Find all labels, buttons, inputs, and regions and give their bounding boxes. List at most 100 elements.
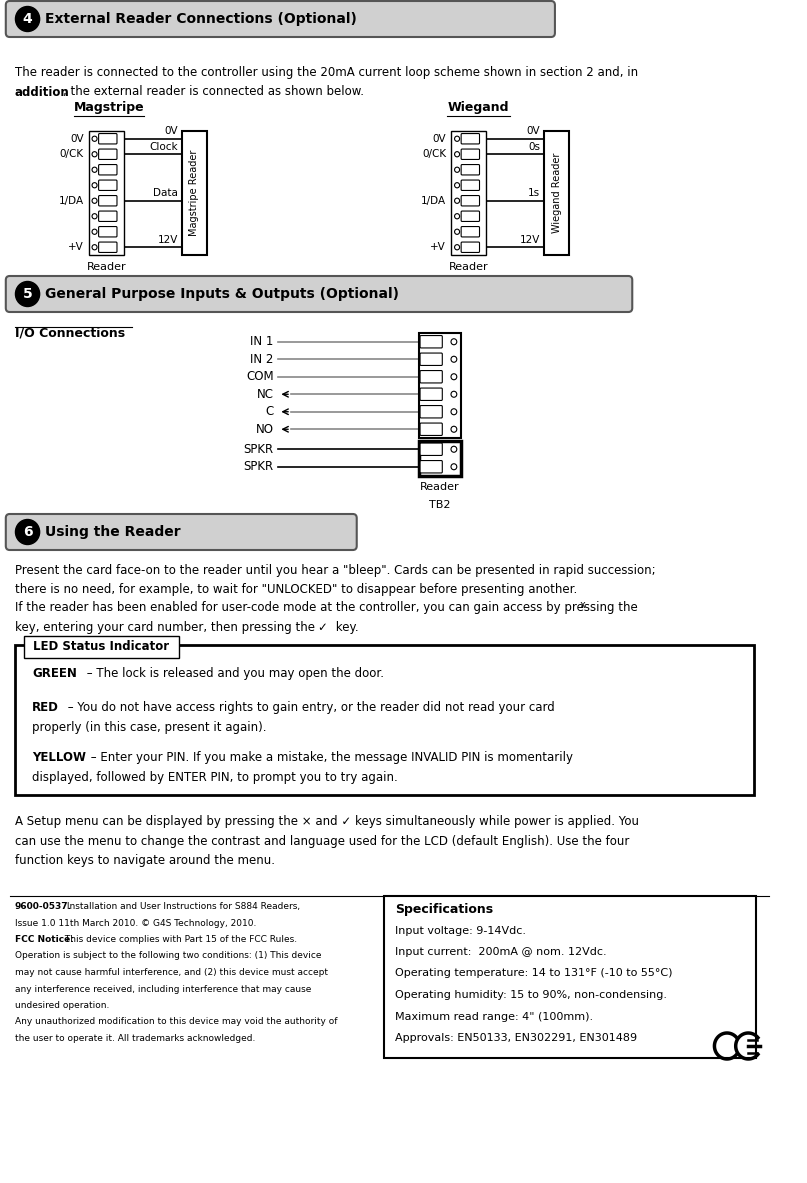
- Text: 0V: 0V: [165, 127, 178, 136]
- Text: 0s: 0s: [529, 142, 541, 151]
- Text: Operation is subject to the following two conditions: (1) This device: Operation is subject to the following tw…: [15, 951, 321, 961]
- Text: 1/DA: 1/DA: [58, 195, 84, 206]
- Text: 4: 4: [23, 12, 32, 26]
- FancyBboxPatch shape: [6, 513, 357, 550]
- Text: Approvals: EN50133, EN302291, EN301489: Approvals: EN50133, EN302291, EN301489: [395, 1033, 638, 1043]
- Bar: [451, 131, 487, 256]
- FancyBboxPatch shape: [98, 227, 117, 237]
- FancyBboxPatch shape: [461, 149, 479, 160]
- Bar: [419, 332, 461, 438]
- FancyBboxPatch shape: [461, 243, 479, 252]
- Text: 0/CK: 0/CK: [60, 149, 84, 160]
- FancyBboxPatch shape: [6, 276, 632, 312]
- Text: YELLOW: YELLOW: [32, 751, 86, 764]
- FancyBboxPatch shape: [461, 134, 479, 144]
- FancyBboxPatch shape: [98, 243, 117, 252]
- Circle shape: [15, 282, 40, 306]
- Text: IN 2: IN 2: [250, 353, 274, 366]
- Text: addition: addition: [15, 85, 69, 98]
- Text: – The lock is released and you may open the door.: – The lock is released and you may open …: [82, 667, 383, 680]
- Text: 6: 6: [23, 525, 32, 539]
- FancyBboxPatch shape: [98, 195, 117, 206]
- FancyBboxPatch shape: [461, 227, 479, 237]
- Bar: [15, 645, 754, 795]
- FancyBboxPatch shape: [461, 211, 479, 221]
- Text: the user to operate it. All trademarks acknowledged.: the user to operate it. All trademarks a…: [15, 1034, 255, 1043]
- Text: External Reader Connections (Optional): External Reader Connections (Optional): [45, 12, 358, 26]
- Text: displayed, followed by ENTER PIN, to prompt you to try again.: displayed, followed by ENTER PIN, to pro…: [32, 770, 398, 783]
- Text: can use the menu to change the contrast and language used for the LCD (default E: can use the menu to change the contrast …: [15, 834, 629, 847]
- Text: – You do not have access rights to gain entry, or the reader did not read your c: – You do not have access rights to gain …: [65, 702, 555, 715]
- FancyBboxPatch shape: [98, 164, 117, 175]
- Text: TB1: TB1: [96, 280, 117, 290]
- Text: SPKR: SPKR: [244, 460, 274, 473]
- Bar: [182, 131, 207, 256]
- FancyBboxPatch shape: [420, 444, 442, 455]
- Text: 0V: 0V: [527, 127, 541, 136]
- Text: Reader: Reader: [420, 481, 460, 491]
- Text: Input voltage: 9-14Vdc.: Input voltage: 9-14Vdc.: [395, 925, 526, 936]
- FancyBboxPatch shape: [461, 164, 479, 175]
- FancyBboxPatch shape: [420, 388, 442, 401]
- Text: Data: Data: [153, 188, 178, 199]
- Text: GREEN: GREEN: [32, 667, 77, 680]
- Text: FCC Notice:: FCC Notice:: [15, 935, 73, 944]
- Text: Issue 1.0 11th March 2010. © G4S Technology, 2010.: Issue 1.0 11th March 2010. © G4S Technol…: [15, 918, 256, 927]
- Text: Maximum read range: 4" (100mm).: Maximum read range: 4" (100mm).: [395, 1011, 593, 1021]
- FancyBboxPatch shape: [461, 195, 479, 206]
- Text: Wiegand: Wiegand: [448, 101, 509, 114]
- Text: Wiegand Reader: Wiegand Reader: [552, 153, 562, 233]
- Text: RED: RED: [32, 702, 59, 715]
- Bar: [419, 440, 461, 476]
- Text: 0V: 0V: [70, 134, 84, 144]
- Text: Reader: Reader: [86, 261, 126, 272]
- FancyBboxPatch shape: [420, 353, 442, 366]
- Text: TB1: TB1: [458, 280, 479, 290]
- Text: Operating temperature: 14 to 131°F (-10 to 55°C): Operating temperature: 14 to 131°F (-10 …: [395, 969, 673, 978]
- Text: – Enter your PIN. If you make a mistake, the message INVALID PIN is momentarily: – Enter your PIN. If you make a mistake,…: [87, 751, 574, 764]
- Text: 1/DA: 1/DA: [421, 195, 446, 206]
- Text: there is no need, for example, to wait for "UNLOCKED" to disappear before presen: there is no need, for example, to wait f…: [15, 583, 577, 596]
- Text: +V: +V: [68, 243, 84, 252]
- Text: may not cause harmful interference, and (2) this device must accept: may not cause harmful interference, and …: [15, 968, 328, 977]
- Text: +V: +V: [430, 243, 446, 252]
- Text: TB2: TB2: [429, 499, 450, 510]
- Text: The reader is connected to the controller using the 20mA current loop scheme sho: The reader is connected to the controlle…: [15, 66, 638, 79]
- FancyBboxPatch shape: [98, 134, 117, 144]
- Text: 12V: 12V: [157, 234, 178, 245]
- FancyBboxPatch shape: [420, 406, 442, 418]
- Text: 12V: 12V: [520, 234, 541, 245]
- Text: Using the Reader: Using the Reader: [45, 525, 181, 539]
- Text: This device complies with Part 15 of the FCC Rules.: This device complies with Part 15 of the…: [62, 935, 297, 944]
- Text: COM: COM: [246, 370, 274, 383]
- Text: I/O Connections: I/O Connections: [15, 327, 124, 340]
- Text: NO: NO: [256, 422, 274, 435]
- Text: Use LK4 to select the External Reader type (See Step 3).: Use LK4 to select the External Reader ty…: [51, 274, 389, 287]
- Text: , the external reader is connected as shown below.: , the external reader is connected as sh…: [63, 85, 364, 98]
- Bar: [544, 131, 570, 256]
- Text: Note:: Note:: [15, 274, 51, 287]
- Text: 5: 5: [23, 287, 32, 300]
- Text: Reader: Reader: [449, 261, 489, 272]
- Text: undesired operation.: undesired operation.: [15, 1001, 109, 1010]
- Text: SPKR: SPKR: [244, 442, 274, 455]
- FancyBboxPatch shape: [420, 370, 442, 383]
- Text: General Purpose Inputs & Outputs (Optional): General Purpose Inputs & Outputs (Option…: [45, 287, 399, 300]
- Text: Present the card face-on to the reader until you hear a "bleep". Cards can be pr: Present the card face-on to the reader u…: [15, 564, 655, 577]
- Text: A Setup menu can be displayed by pressing the × and ✓ keys simultaneously while : A Setup menu can be displayed by pressin…: [15, 815, 638, 828]
- Text: IN 1: IN 1: [250, 335, 274, 348]
- Text: Specifications: Specifications: [395, 903, 494, 916]
- Text: Magstripe Reader: Magstripe Reader: [190, 150, 199, 237]
- Text: 0V: 0V: [433, 134, 446, 144]
- Text: Any unauthorized modification to this device may void the authority of: Any unauthorized modification to this de…: [15, 1017, 337, 1027]
- Bar: [384, 896, 756, 1058]
- Text: 1s: 1s: [529, 188, 541, 199]
- FancyBboxPatch shape: [98, 211, 117, 221]
- Text: ✓: ✓: [317, 621, 327, 634]
- Text: key.: key.: [332, 621, 358, 634]
- Text: 0/CK: 0/CK: [422, 149, 446, 160]
- Text: Operating humidity: 15 to 90%, non-condensing.: Operating humidity: 15 to 90%, non-conde…: [395, 990, 667, 1000]
- FancyBboxPatch shape: [98, 180, 117, 190]
- Text: NC: NC: [257, 388, 274, 401]
- Text: Input current:  200mA @ nom. 12Vdc.: Input current: 200mA @ nom. 12Vdc.: [395, 948, 607, 957]
